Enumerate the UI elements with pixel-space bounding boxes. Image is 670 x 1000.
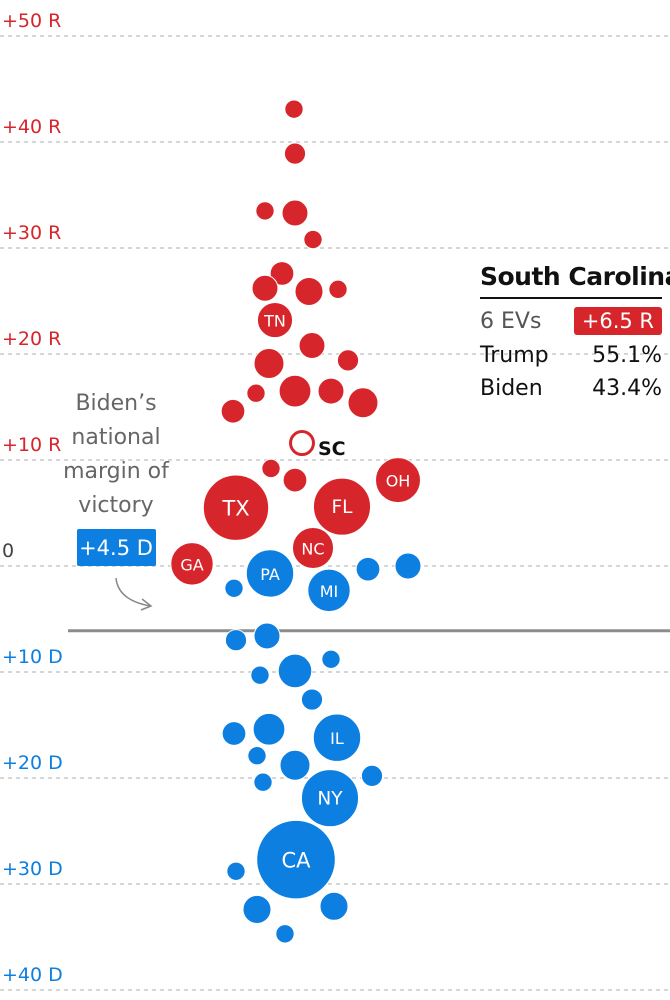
- state-bubble[interactable]: [255, 201, 275, 221]
- state-bubble[interactable]: [303, 229, 323, 250]
- state-bubble[interactable]: [375, 457, 421, 504]
- state-bubble[interactable]: [282, 467, 308, 493]
- state-bubble[interactable]: [220, 398, 246, 424]
- state-bubble-label: TN: [263, 312, 286, 331]
- state-bubble[interactable]: [247, 746, 267, 766]
- state-bubble-label: NY: [317, 789, 343, 810]
- tooltip-candidate-name: Biden: [480, 376, 543, 401]
- state-bubble[interactable]: [251, 274, 279, 302]
- state-bubble[interactable]: [253, 348, 285, 380]
- state-bubble[interactable]: [347, 387, 379, 419]
- y-tick-label: +40 R: [2, 116, 61, 138]
- state-bubble-label: NC: [301, 539, 324, 558]
- state-bubble[interactable]: [312, 477, 372, 536]
- national-margin-note: national: [71, 425, 160, 450]
- state-bubble[interactable]: [269, 261, 295, 286]
- state-bubble[interactable]: [394, 552, 422, 580]
- state-bubble-label: IL: [330, 729, 344, 748]
- state-bubble[interactable]: [256, 302, 294, 339]
- national-margin-value: +4.5 D: [79, 536, 153, 560]
- arrow-icon: [115, 577, 151, 607]
- tooltip-candidate-row: Trump 55.1%: [480, 343, 662, 368]
- national-margin-badge: [77, 529, 156, 566]
- state-bubble[interactable]: [256, 819, 336, 900]
- state-bubble[interactable]: [246, 383, 266, 403]
- state-bubble-label: MI: [320, 582, 339, 601]
- state-bubble[interactable]: [221, 721, 247, 746]
- tooltip-candidate-row: Biden 43.4%: [480, 376, 662, 401]
- state-bubble[interactable]: [242, 894, 272, 924]
- state-bubble[interactable]: [284, 99, 304, 119]
- state-bubble[interactable]: [202, 474, 270, 541]
- state-bubble-label: SC: [318, 438, 346, 460]
- national-margin-note: victory: [78, 493, 153, 518]
- state-bubble-label: CA: [281, 849, 311, 873]
- state-bubble[interactable]: [253, 772, 273, 792]
- y-axis: +50 R +40 R +30 R +20 R +10 R 0 +10 D +20 D +30 …: [2, 10, 63, 986]
- state-bubble[interactable]: [224, 578, 244, 598]
- state-bubble[interactable]: [278, 374, 312, 408]
- state-bubble[interactable]: [279, 749, 311, 781]
- y-tick-label: +20 D: [2, 752, 63, 774]
- state-bubble[interactable]: [291, 526, 335, 570]
- state-bubble-label: PA: [260, 565, 280, 584]
- y-tick-label: +30 D: [2, 858, 63, 880]
- tooltip-candidate-name: Trump: [480, 343, 549, 368]
- state-bubble[interactable]: [298, 332, 326, 360]
- tooltip-margin-badge: +6.5 R: [573, 307, 662, 335]
- tooltip-candidate-pct: 43.4%: [592, 376, 662, 401]
- tooltip-evs: 6 EVs: [480, 308, 542, 334]
- national-margin-note: margin of: [63, 459, 170, 484]
- state-bubble[interactable]: [250, 665, 270, 685]
- state-bubble[interactable]: [275, 924, 295, 944]
- state-bubbles: TN SC OH FL TX NC GA PA MI IL NY CA: [170, 99, 422, 944]
- state-tooltip: South Carolina 6 EVs +6.5 R Trump 55.1% …: [480, 262, 670, 401]
- state-bubble[interactable]: [360, 764, 384, 787]
- state-bubble[interactable]: [336, 349, 360, 372]
- state-bubble[interactable]: [300, 688, 324, 711]
- state-bubble[interactable]: [319, 891, 349, 921]
- state-bubble-label: TX: [221, 497, 249, 521]
- arrowhead-icon: [140, 598, 153, 611]
- state-bubble[interactable]: [253, 622, 281, 650]
- state-bubble[interactable]: [277, 653, 313, 689]
- y-tick-label: +10 R: [2, 434, 61, 456]
- tooltip-candidate-pct: 55.1%: [592, 343, 662, 368]
- state-bubble[interactable]: [294, 276, 324, 306]
- state-bubble[interactable]: [170, 542, 214, 586]
- state-bubble[interactable]: [312, 713, 362, 762]
- state-bubble[interactable]: [289, 430, 315, 457]
- state-bubble-label: FL: [331, 497, 353, 518]
- state-bubble[interactable]: [252, 712, 286, 746]
- state-bubble[interactable]: [226, 861, 246, 881]
- tooltip-ev-row: 6 EVs +6.5 R: [480, 307, 662, 335]
- y-tick-label: +50 R: [2, 10, 61, 32]
- state-bubble[interactable]: [283, 142, 307, 165]
- state-bubble[interactable]: [261, 458, 281, 479]
- state-bubble-label: OH: [386, 472, 411, 491]
- national-margin-note: Biden’s: [75, 391, 156, 416]
- y-tick-label: 0: [2, 540, 14, 562]
- state-bubble[interactable]: [307, 568, 351, 613]
- state-bubble[interactable]: [245, 549, 295, 598]
- state-bubble-label: GA: [180, 555, 203, 574]
- state-bubble[interactable]: [281, 199, 309, 227]
- state-bubble[interactable]: [224, 629, 248, 652]
- national-margin-annotation: Biden’s national margin of victory +4.5 D: [63, 391, 670, 633]
- state-bubble[interactable]: [328, 279, 348, 300]
- state-bubble[interactable]: [317, 377, 345, 405]
- y-tick-label: +30 R: [2, 222, 61, 244]
- state-bubble[interactable]: [300, 769, 360, 828]
- state-bubble[interactable]: [355, 556, 381, 582]
- y-tick-label: +10 D: [2, 646, 63, 668]
- state-bubble[interactable]: [321, 649, 341, 669]
- tooltip-state-name: South Carolina: [480, 262, 670, 299]
- y-tick-label: +20 R: [2, 328, 61, 350]
- y-tick-label: +40 D: [2, 964, 63, 986]
